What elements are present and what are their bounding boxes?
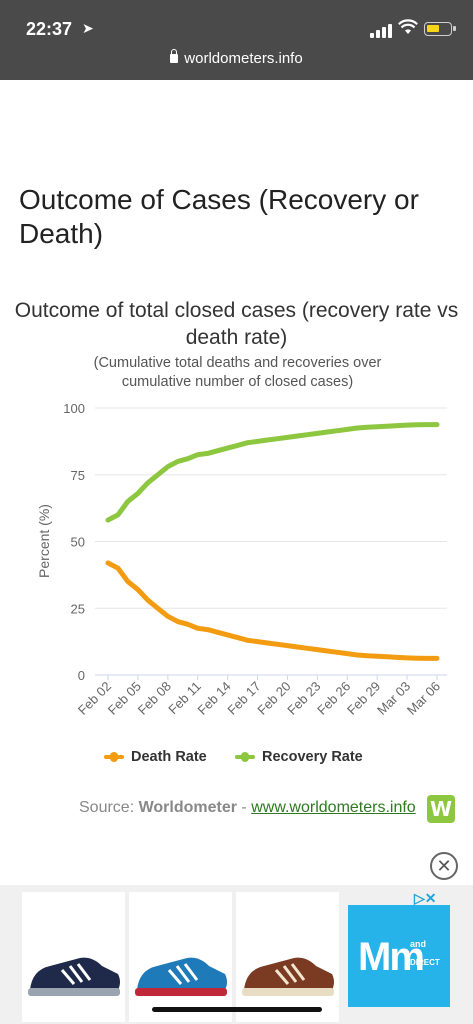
- chart-title: Outcome of total closed cases (recovery …: [14, 299, 459, 349]
- series-line-death-rate: [105, 560, 440, 661]
- wifi-icon: [398, 19, 418, 34]
- adchoices-icon[interactable]: ▷✕: [414, 890, 437, 906]
- source-link[interactable]: www.worldometers.info: [251, 799, 416, 816]
- close-ad-button[interactable]: ✕: [430, 852, 458, 880]
- legend-label-recovery: Recovery Rate: [262, 749, 363, 765]
- brand-and: and: [410, 939, 427, 949]
- ad-product-shoe-2[interactable]: [129, 892, 232, 1022]
- ad-product-shoe-1[interactable]: [22, 892, 125, 1022]
- address-bar[interactable]: worldometers.info: [0, 49, 473, 67]
- shoe-blue-icon: [135, 957, 227, 996]
- clock-time: 22:37: [26, 19, 73, 39]
- ad-product-shoe-3[interactable]: [236, 892, 339, 1022]
- page-title: Outcome of Cases (Recovery or Death): [19, 184, 419, 249]
- chart-legend: Death Rate Recovery Rate: [104, 749, 404, 769]
- y-tick-label: 50: [71, 535, 85, 550]
- x-tick-label: Feb 08: [135, 679, 174, 718]
- source-prefix: Source:: [79, 799, 139, 816]
- legend-item-recovery-rate[interactable]: Recovery Rate: [235, 749, 363, 765]
- legend-swatch-recovery-icon: [235, 752, 255, 762]
- x-tick-label: Mar 06: [404, 679, 443, 718]
- ad-brand-logo[interactable]: Mm and DIRECT: [348, 905, 450, 1007]
- lock-icon: [170, 49, 179, 63]
- ad-banner[interactable]: Mm and DIRECT ▷✕: [0, 885, 473, 1024]
- y-axis-label: Percent (%): [36, 504, 52, 578]
- y-tick-label: 100: [63, 401, 85, 416]
- shoe-brown-icon: [242, 957, 334, 996]
- shoe-navy-icon: [28, 957, 120, 996]
- source-separator: -: [236, 799, 252, 816]
- home-indicator[interactable]: [152, 1007, 322, 1012]
- brand-mark: Mm: [358, 935, 425, 979]
- battery-icon: [424, 22, 456, 36]
- series-line-recovery-rate: [105, 422, 440, 523]
- legend-swatch-death-icon: [104, 752, 124, 762]
- worldometer-logo-icon[interactable]: W: [427, 795, 455, 823]
- y-tick-label: 75: [71, 468, 85, 483]
- legend-item-death-rate[interactable]: Death Rate: [104, 749, 207, 765]
- source-name: Worldometer: [138, 799, 237, 816]
- location-arrow-icon: ➤: [82, 20, 94, 36]
- cellular-signal-icon: [370, 24, 392, 38]
- url-text: worldometers.info: [184, 50, 303, 67]
- y-tick-label: 0: [78, 668, 85, 683]
- legend-label-death: Death Rate: [131, 749, 207, 765]
- y-tick-label: 25: [71, 601, 85, 616]
- brand-direct: DIRECT: [410, 958, 440, 967]
- source-line: Source: Worldometer - www.worldometers.i…: [79, 799, 416, 817]
- status-bar: 22:37 ➤ worldometers.info: [0, 0, 473, 80]
- chart-subtitle: (Cumulative total deaths and recoveries …: [93, 355, 382, 390]
